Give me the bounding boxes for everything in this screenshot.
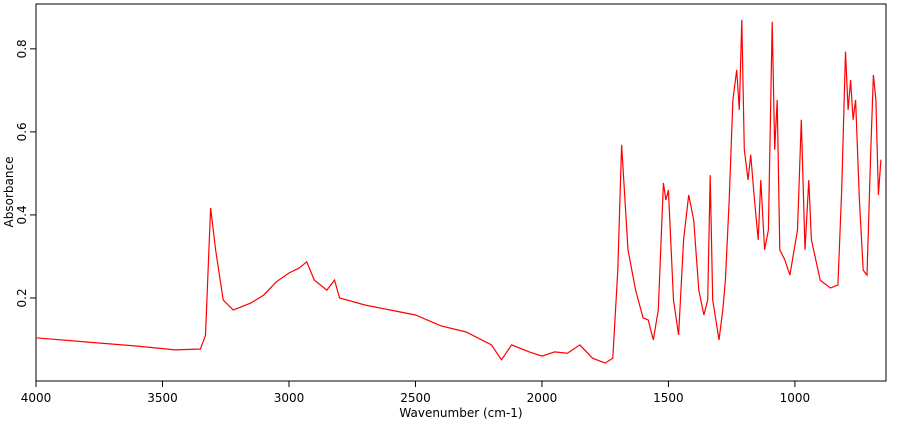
x-tick-label: 3000 xyxy=(274,391,305,405)
x-tick-label: 1500 xyxy=(653,391,684,405)
y-tick-label: 0.4 xyxy=(15,205,29,224)
x-tick-label: 2500 xyxy=(400,391,431,405)
y-tick-label: 0.2 xyxy=(15,288,29,307)
x-tick-label: 3500 xyxy=(147,391,178,405)
x-axis-label: Wavenumber (cm-1) xyxy=(399,406,522,420)
x-tick-label: 4000 xyxy=(21,391,52,405)
spectrum-line xyxy=(35,19,882,364)
x-tick-label: 2000 xyxy=(527,391,558,405)
y-tick-label: 0.8 xyxy=(15,39,29,58)
x-tick-label: 1000 xyxy=(780,391,811,405)
y-tick-label: 0.6 xyxy=(15,122,29,141)
plot-frame xyxy=(35,3,887,382)
y-axis-label: Absorbance xyxy=(2,157,16,228)
